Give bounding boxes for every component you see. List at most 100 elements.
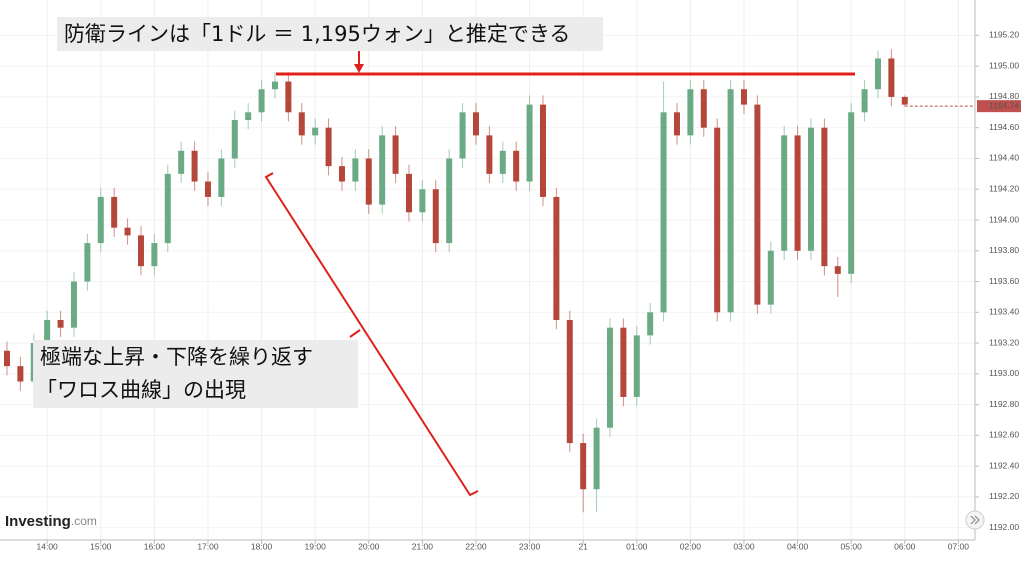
candle-body xyxy=(231,120,238,159)
candle-body xyxy=(821,127,828,267)
candle-body xyxy=(580,443,587,490)
candle-body xyxy=(834,266,841,274)
grid xyxy=(0,0,975,540)
candle-body xyxy=(459,112,466,159)
last-price-label: 1194.74 xyxy=(989,100,1019,110)
candle-body xyxy=(647,312,654,336)
x-tick-label: 22:00 xyxy=(465,541,487,551)
x-tick-label: 07:00 xyxy=(948,541,970,551)
candle-body xyxy=(472,112,479,136)
candle-body xyxy=(606,327,613,428)
candle-body xyxy=(419,189,426,213)
annotation-text: 「ワロス曲線」の出現 xyxy=(36,378,246,402)
axes: 1192.00 1192.20 1192.40 1192.60 1192.80 1193.… xyxy=(37,30,1021,551)
candle-body xyxy=(392,135,399,174)
candle-body xyxy=(191,150,198,182)
bracket xyxy=(264,172,479,497)
candle-body xyxy=(218,158,225,197)
x-tick-label: 15:00 xyxy=(90,541,112,551)
candle-body xyxy=(17,366,24,382)
x-tick-label: 06:00 xyxy=(894,541,916,551)
candle-body xyxy=(57,320,64,328)
candle-body xyxy=(124,227,131,236)
candle-body xyxy=(874,58,881,90)
candle-body xyxy=(754,104,761,305)
candle-body xyxy=(151,243,158,267)
watermark: Investing.com xyxy=(5,513,97,530)
candle-body xyxy=(405,173,412,213)
x-tick-label: 16:00 xyxy=(144,541,166,551)
candle-body xyxy=(660,112,667,313)
annotation-text: 極端な上昇・下降を繰り返す xyxy=(40,345,313,369)
candle-body xyxy=(204,181,211,197)
annotation-text: 防衛ラインは「1ドル ＝ 1,195ウォン」と推定できる xyxy=(64,22,570,46)
y-tick-label: 1193.60 xyxy=(989,276,1019,286)
y-tick-label: 1193.40 xyxy=(989,307,1019,317)
candle-body xyxy=(633,335,640,397)
candle-body xyxy=(593,427,600,490)
y-tick-label: 1192.60 xyxy=(989,430,1019,440)
candle-body xyxy=(379,135,386,205)
y-tick-label: 1192.80 xyxy=(989,399,1019,409)
candle-body xyxy=(714,127,721,313)
candle-body xyxy=(325,127,332,167)
y-tick-label: 1194.20 xyxy=(989,183,1019,193)
candle-body xyxy=(499,150,506,174)
candle-body xyxy=(687,89,694,136)
candle-body xyxy=(3,350,10,367)
x-tick-label: 19:00 xyxy=(305,541,327,551)
candle-body xyxy=(861,89,868,113)
x-tick-label: 03:00 xyxy=(733,541,755,551)
candle-body xyxy=(486,135,493,174)
candle-body xyxy=(781,135,788,251)
x-tick-label: 01:00 xyxy=(626,541,648,551)
candle-body xyxy=(767,250,774,305)
candle-body xyxy=(178,150,185,174)
y-tick-label: 1194.60 xyxy=(989,122,1019,132)
arrow-head xyxy=(354,64,364,73)
candle-body xyxy=(312,127,319,136)
y-tick-label: 1192.20 xyxy=(989,491,1019,501)
candle-body xyxy=(848,112,855,274)
scroll-icon xyxy=(970,515,980,525)
candle-body xyxy=(44,320,51,344)
candle-body xyxy=(888,58,895,97)
annotation-box xyxy=(57,17,603,51)
bracket-tip xyxy=(349,329,361,338)
y-tick-label: 1195.00 xyxy=(989,60,1019,70)
y-tick-label: 1194.80 xyxy=(989,91,1019,101)
x-tick-label: 23:00 xyxy=(519,541,541,551)
candles xyxy=(3,49,975,513)
y-tick-label: 1193.80 xyxy=(989,245,1019,255)
candle-body xyxy=(285,81,292,113)
x-tick-label: 20:00 xyxy=(358,541,380,551)
candle-body xyxy=(352,158,359,182)
candle-body xyxy=(794,135,801,251)
x-tick-label: 14:00 xyxy=(37,541,59,551)
x-tick-label: 05:00 xyxy=(841,541,863,551)
candle-body xyxy=(258,89,265,113)
candle-body xyxy=(539,104,546,197)
candle-body xyxy=(111,196,118,228)
y-tick-label: 1192.00 xyxy=(989,522,1019,532)
candle-body xyxy=(84,243,91,282)
x-tick-label: 18:00 xyxy=(251,541,273,551)
candle-body xyxy=(298,112,305,136)
x-tick-label: 21 xyxy=(578,541,588,551)
watermark-domain: .com xyxy=(71,514,97,528)
y-tick-label: 1194.40 xyxy=(989,153,1019,163)
candle-body xyxy=(97,196,104,244)
x-tick-label: 17:00 xyxy=(197,541,219,551)
candle-body xyxy=(673,112,680,136)
candle-body xyxy=(446,158,453,244)
candle-body xyxy=(526,104,533,182)
candle-body xyxy=(338,166,345,182)
candle-body xyxy=(432,189,439,244)
x-tick-label: 21:00 xyxy=(412,541,434,551)
candle-body xyxy=(620,327,627,397)
candle-body xyxy=(245,112,252,120)
candle-body xyxy=(901,96,908,105)
candle-body xyxy=(70,281,77,328)
x-tick-label: 04:00 xyxy=(787,541,809,551)
